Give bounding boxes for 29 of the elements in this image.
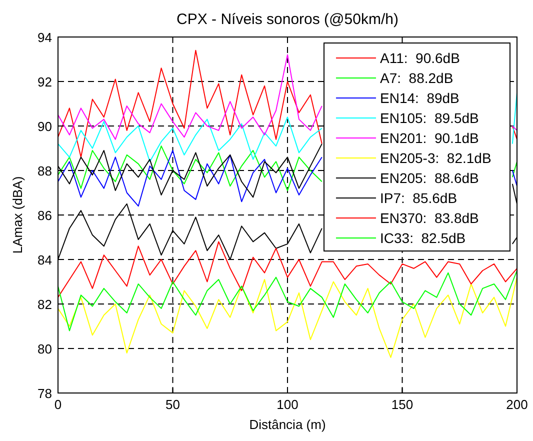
legend-label: EN205: 88.6dB	[380, 170, 479, 186]
y-tick-label: 78	[38, 386, 52, 401]
x-tick-label: 50	[166, 397, 180, 412]
x-tick-label: 0	[54, 397, 62, 412]
y-tick-label: 80	[38, 342, 52, 356]
y-tick-label: 92	[38, 74, 52, 90]
legend-label: IC33: 82.5dB	[380, 230, 466, 246]
y-tick-label: 86	[38, 208, 52, 223]
y-tick-label: 82	[38, 297, 52, 312]
legend-label: EN205-3: 82.1dB	[380, 150, 492, 166]
legend-label: EN370: 83.8dB	[380, 210, 479, 226]
y-tick-label: 84	[38, 252, 52, 268]
chart-title: CPX - Níveis sonoros (@50km/h)	[176, 11, 398, 28]
y-axis-title: LAmax (dBA)	[10, 176, 25, 254]
x-tick-label: 100	[276, 397, 298, 412]
legend-label: A7: 88.2dB	[380, 70, 454, 86]
legend-label: EN201: 90.1dB	[380, 130, 479, 146]
y-tick-label: 88	[38, 164, 52, 178]
legend-label: A11: 90.6dB	[380, 50, 460, 66]
y-tick-label: 90	[38, 119, 52, 134]
x-tick-label: 150	[391, 397, 414, 412]
line-series	[58, 276, 518, 358]
y-tick-label: 94	[38, 30, 52, 45]
legend-label: IP7: 85.6dB	[380, 190, 458, 206]
legend-label: EN14: 89dB	[380, 90, 460, 106]
legend-label: EN105: 89.5dB	[380, 110, 479, 126]
x-axis-title: Distância (m)	[249, 417, 326, 432]
x-tick-label: 200	[506, 397, 528, 412]
line-series	[58, 270, 518, 332]
